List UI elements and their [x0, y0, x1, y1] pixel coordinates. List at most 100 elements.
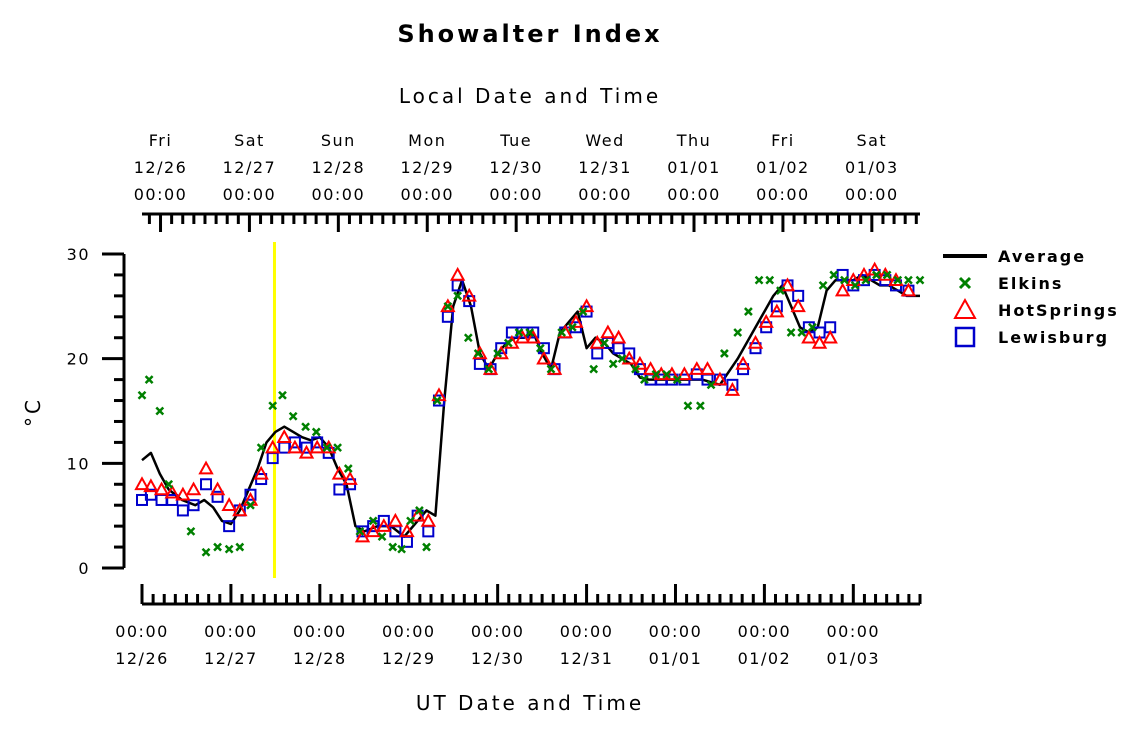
lewisburg-point [770, 300, 783, 313]
elkins-x-stroke [840, 275, 849, 285]
top-tick-day-label: Sat [856, 131, 887, 150]
top-axis: Fri 12/26 00:00 Sat 12/27 00:00 Sun 12/28 00:00 M… [134, 131, 920, 232]
elkins-point [343, 464, 353, 473]
hotsprings-point [822, 329, 838, 344]
bottom-tick-date-label: 12/26 [115, 649, 169, 668]
lewisburg-point [591, 347, 604, 360]
legend-square-swatch [954, 326, 976, 348]
hotsprings-point [747, 334, 764, 349]
hotsprings-point [610, 329, 627, 344]
elkins-x-stroke [720, 349, 729, 358]
y-tick-label: 10 [67, 454, 90, 473]
elkins-x-stroke [493, 349, 503, 358]
legend-entry-hotsprings: HotSprings [953, 297, 1117, 320]
hotsprings-point [589, 334, 605, 349]
elkins-x-stroke [256, 443, 266, 453]
hotsprings-point [342, 470, 358, 485]
bottom-tick-time-label: 00:00 [827, 622, 881, 641]
elkins-x-stroke [213, 542, 222, 552]
elkins-x-stroke [882, 270, 892, 280]
elkins-point [893, 275, 903, 285]
elkins-x-stroke [733, 328, 743, 337]
top-tick-date-label: 12/27 [223, 158, 277, 177]
elkins-x-stroke [651, 369, 661, 379]
elkins-point [406, 516, 415, 526]
elkins-point [651, 369, 661, 379]
series-elkins [137, 270, 925, 557]
elkins-point [720, 349, 729, 358]
lewisburg-point [623, 347, 636, 360]
elkins-x-stroke [557, 328, 567, 337]
bottom-tick-date-label: 01/03 [827, 649, 881, 668]
elkins-point [333, 443, 342, 453]
elkins-x-stroke [589, 364, 599, 374]
top-tick-day-label: Mon [408, 131, 446, 150]
elkins-point [201, 547, 211, 557]
top-axis-title: Local Date and Time [399, 84, 661, 108]
elkins-point [224, 544, 234, 554]
hotsprings-point [834, 282, 851, 297]
hotsprings-point [632, 355, 648, 370]
elkins-point [631, 364, 640, 374]
elkins-x-stroke [288, 411, 298, 421]
top-tick-time-label: 00:00 [312, 185, 366, 204]
elkins-x-stroke [137, 390, 147, 400]
bottom-tick-time-label: 00:00 [649, 622, 703, 641]
hotsprings-point [365, 523, 381, 538]
elkins-point [578, 307, 588, 316]
elkins-point [776, 286, 785, 296]
elkins-x-stroke [377, 532, 387, 541]
hotsprings-point [175, 486, 191, 501]
elkins-point [473, 349, 483, 358]
elkins-x-stroke [893, 275, 903, 285]
hotsprings-point [232, 502, 248, 517]
bottom-tick-time-label: 00:00 [560, 622, 614, 641]
elkins-x-stroke [322, 443, 332, 453]
elkins-point [301, 422, 310, 432]
bottom-axis: 00:00 12/26 00:00 12/27 00:00 12/28 00:00 12/29… [115, 584, 922, 668]
hotsprings-point [331, 465, 348, 480]
elkins-point [288, 411, 298, 421]
hotsprings-point [298, 444, 315, 459]
hotsprings-point [276, 429, 292, 443]
hotsprings-point [621, 350, 637, 365]
elkins-point [278, 390, 287, 400]
elkins-x-stroke [599, 338, 609, 348]
elkins-x-stroke [617, 354, 627, 364]
elkins-point [514, 328, 524, 337]
elkins-point [599, 338, 609, 348]
series-average [141, 273, 920, 538]
elkins-x-stroke [608, 359, 618, 369]
elkins-point [672, 375, 682, 384]
elkins-point [164, 479, 174, 489]
elkins-point [861, 275, 871, 285]
elkins-x-stroke [246, 500, 255, 510]
hotsprings-point [801, 329, 817, 344]
elkins-x-stroke [268, 401, 278, 411]
bottom-tick-date-label: 01/02 [738, 649, 792, 668]
hotsprings-point [578, 298, 595, 313]
y-tick-label: 30 [67, 245, 90, 264]
elkins-x-stroke [186, 526, 196, 536]
elkins-x-stroke [546, 364, 556, 374]
hotsprings-point [811, 334, 828, 349]
elkins-point [422, 542, 431, 552]
legend-entry-average: Average [943, 247, 1084, 266]
y-tick-label: 20 [67, 350, 90, 369]
elkins-x-stroke [786, 328, 796, 337]
lewisburg-point [223, 520, 236, 533]
elkins-x-stroke [818, 281, 828, 290]
hotsprings-point [253, 465, 269, 480]
lewisburg-point [400, 535, 413, 548]
elkins-point [256, 443, 266, 453]
hotsprings-point [134, 476, 150, 491]
elkins-x-stroke [662, 369, 671, 379]
elkins-x-stroke [850, 281, 860, 290]
elkins-x-stroke [915, 275, 925, 285]
top-tick-time-label: 00:00 [756, 185, 810, 204]
top-tick-day-label: Tue [499, 131, 532, 150]
bottom-tick-date-label: 12/31 [560, 649, 614, 668]
bottom-tick-time-label: 00:00 [293, 622, 347, 641]
lewisburg-point [278, 441, 291, 454]
elkins-x-stroke [872, 270, 881, 280]
